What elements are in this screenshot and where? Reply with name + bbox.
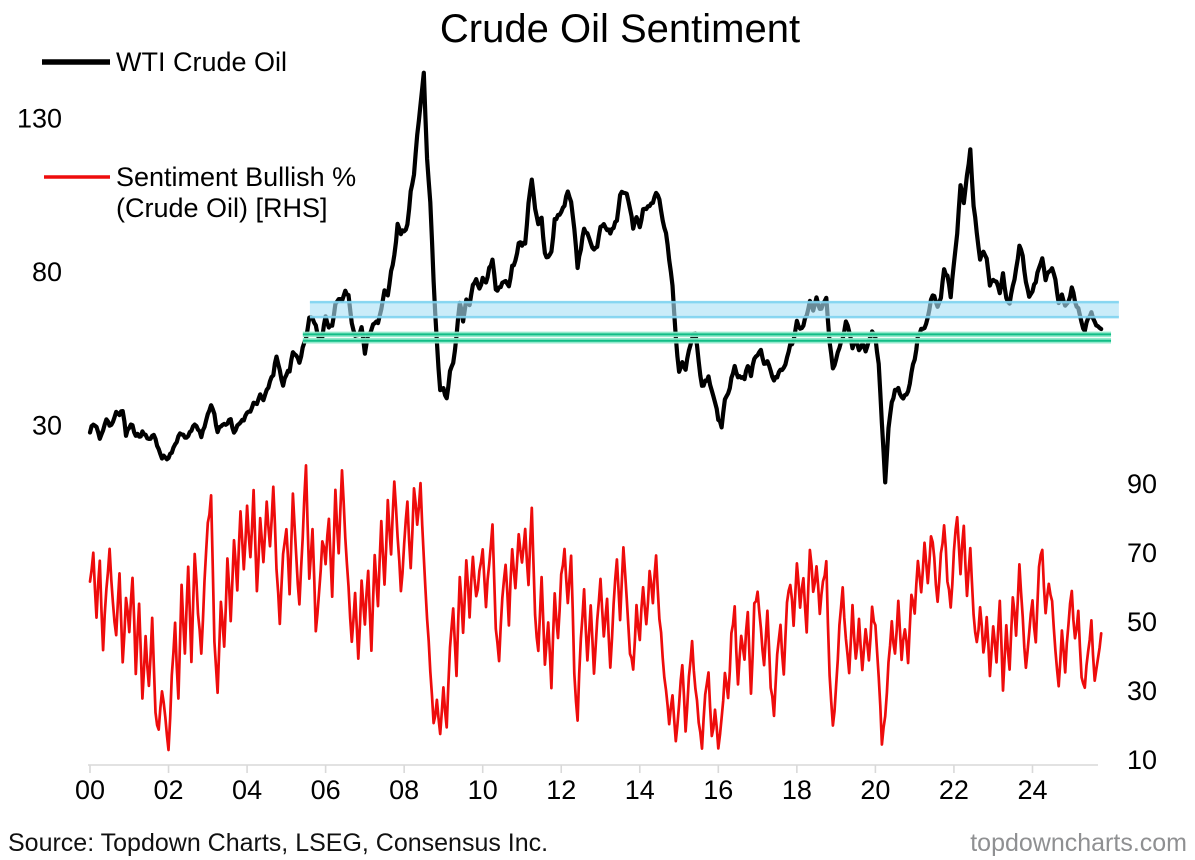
x-axis-label: 14 [625, 775, 655, 805]
x-axis-label: 20 [860, 775, 890, 805]
left-axis-label: 30 [32, 411, 62, 441]
source-note: Source: Topdown Charts, LSEG, Consensus … [8, 829, 548, 857]
right-axis-label: 70 [1127, 538, 1157, 568]
left-axis-label: 80 [32, 257, 62, 287]
x-axis-label: 08 [389, 775, 419, 805]
legend-sentiment-label-line2: (Crude Oil) [RHS] [116, 193, 328, 223]
right-axis-label: 90 [1127, 469, 1157, 499]
watermark-link: topdowncharts.com [970, 829, 1187, 857]
series-line-sentiment [88, 464, 1103, 752]
x-axis-label: 22 [939, 775, 969, 805]
right-axis-label: 50 [1127, 607, 1157, 637]
x-axis-label: 06 [311, 775, 341, 805]
legend-wti-label: WTI Crude Oil [116, 47, 287, 77]
x-axis-label: 18 [782, 775, 812, 805]
x-axis-label: 10 [468, 775, 498, 805]
x-axis-label: 02 [154, 775, 184, 805]
chart-title: Crude Oil Sentiment [440, 7, 800, 51]
x-axis-label: 00 [75, 775, 105, 805]
series-line-wti [87, 70, 1104, 485]
x-axis-label: 04 [232, 775, 262, 805]
x-axis-label: 24 [1017, 775, 1047, 805]
right-axis-label: 30 [1127, 676, 1157, 706]
legend-sentiment-label-line1: Sentiment Bullish % [116, 162, 356, 192]
resistance-band [309, 302, 1119, 318]
right-axis-label: 10 [1127, 745, 1157, 775]
left-axis-label: 130 [17, 104, 62, 134]
x-axis-label: 16 [703, 775, 733, 805]
x-axis-label: 12 [546, 775, 576, 805]
